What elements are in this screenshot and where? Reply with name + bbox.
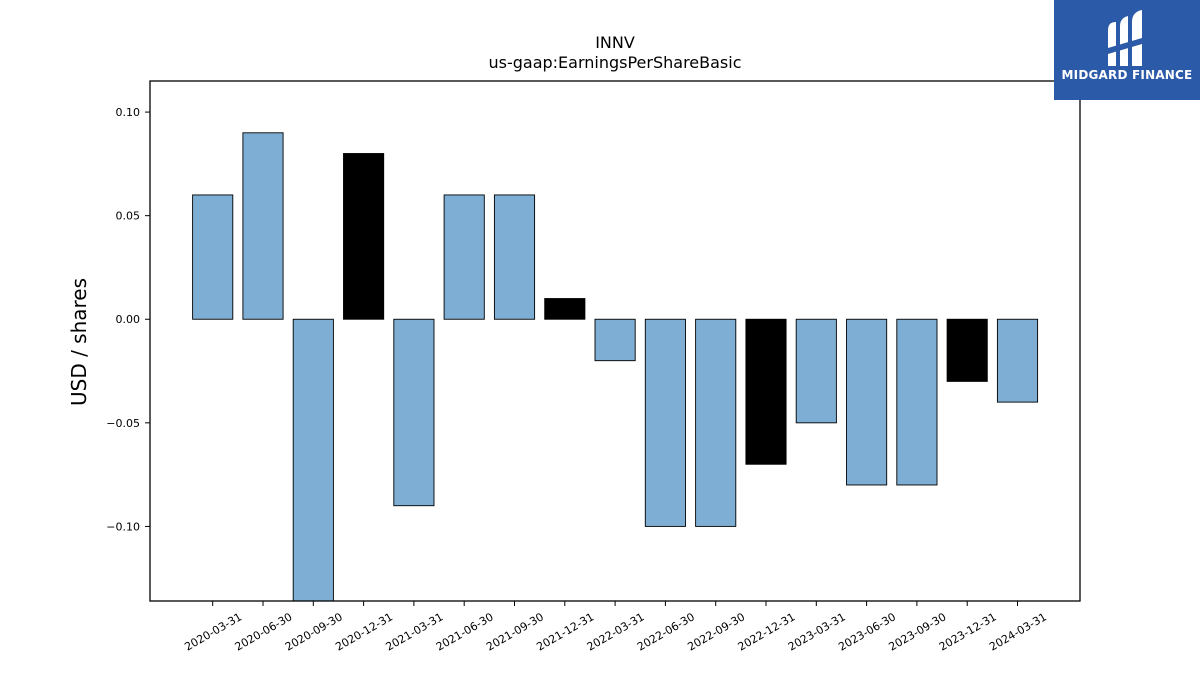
x-tick-label: 2024-03-31 [987,610,1049,653]
bar-2022-03-31 [594,318,636,362]
bar-2021-03-31 [393,318,435,507]
bar-2021-06-30 [443,194,485,320]
bar-2021-12-31 [544,298,586,320]
midgard-logo-icon [1108,10,1142,66]
bar-2020-06-30 [242,132,284,320]
y-tick-label: 0.00 [116,313,141,326]
bar-2023-12-31 [946,318,988,382]
chart-subtitle: us-gaap:EarningsPerShareBasic [488,53,741,72]
bar-2021-09-30 [493,194,536,320]
bar-2020-03-31 [192,194,234,320]
bar-2024-03-31 [996,318,1039,403]
bar-2022-09-30 [695,318,737,527]
bar-2023-06-30 [846,318,888,486]
brand-logo-text: MIDGARD FINANCE [1061,68,1193,82]
y-ticks-group: 0.10 0.05 0.00 −0.05 −0.10 [106,106,150,533]
y-tick-label: −0.05 [106,417,140,430]
x-ticks-group: 2020-03-312020-06-302020-09-302020-12-31… [182,601,1049,654]
bar-2020-12-31 [343,153,385,320]
y-tick-label: 0.10 [116,106,141,119]
chart-title: INNV [595,33,635,52]
bar-2023-03-31 [795,318,837,424]
y-axis-label: USD / shares [67,278,91,406]
bars-group [192,132,1039,602]
brand-logo: MIDGARD FINANCE [1054,0,1200,100]
bar-2022-06-30 [644,318,686,527]
y-tick-label: −0.10 [106,520,140,533]
y-tick-label: 0.05 [116,210,141,223]
bar-2020-09-30 [292,318,334,602]
bar-2023-09-30 [896,318,938,486]
plot-frame [149,80,1081,602]
bar-2022-12-31 [745,318,787,465]
